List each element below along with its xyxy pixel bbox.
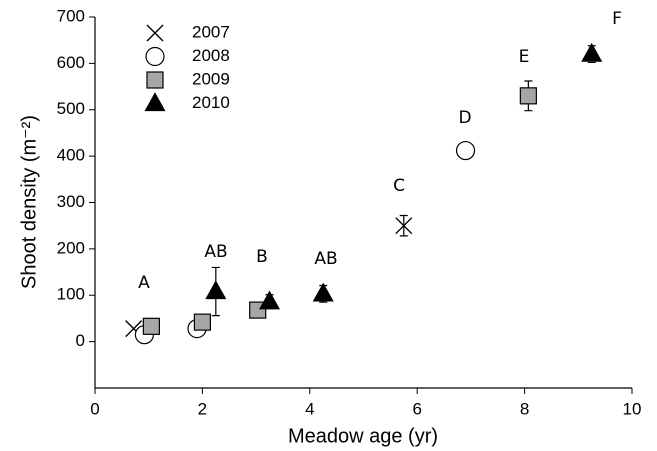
annotation: E [519, 47, 530, 67]
marker [146, 71, 164, 89]
marker [142, 317, 160, 335]
marker [146, 24, 164, 42]
y-tick-label: 400 [57, 146, 85, 165]
x-tick-label: 6 [412, 399, 421, 418]
annotation: B [256, 247, 268, 267]
legend-label: 2009 [192, 69, 230, 88]
marker [519, 87, 537, 105]
annotation: C [393, 176, 405, 196]
marker [312, 282, 334, 302]
annotation: A [138, 273, 150, 293]
y-tick-label: 700 [57, 6, 85, 25]
y-tick-label: 300 [57, 192, 85, 211]
marker [455, 140, 476, 161]
marker [193, 313, 211, 331]
x-tick-label: 2 [198, 399, 207, 418]
x-axis-label: Meadow age (yr) [288, 425, 438, 447]
y-tick-label: 0 [76, 331, 85, 350]
marker [259, 290, 281, 310]
annotation: F [612, 9, 622, 29]
annotation: AB [204, 242, 227, 262]
legend-label: 2010 [192, 93, 230, 112]
y-tick-label: 100 [57, 285, 85, 304]
marker [144, 92, 166, 112]
y-tick-label: 600 [57, 53, 85, 72]
x-tick-label: 10 [623, 399, 642, 418]
legend-label: 2008 [192, 46, 230, 65]
marker [145, 46, 165, 67]
x-tick-label: 8 [520, 399, 529, 418]
x-tick-label: 0 [90, 399, 99, 418]
marker [205, 280, 227, 300]
y-tick-label: 500 [57, 99, 85, 118]
marker [581, 42, 603, 62]
y-tick-label: 200 [57, 238, 85, 257]
x-tick-label: 4 [305, 399, 314, 418]
marker [395, 217, 413, 235]
legend-label: 2007 [192, 22, 230, 41]
annotation: AB [314, 249, 337, 269]
y-axis-label: Shoot density (m⁻²) [18, 115, 40, 289]
annotation: D [458, 108, 471, 128]
